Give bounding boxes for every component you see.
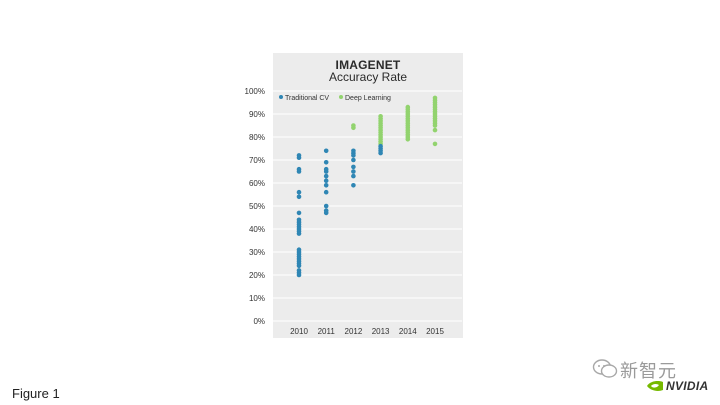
- traditional-cv-point: [323, 173, 329, 179]
- traditional-cv-point: [323, 210, 329, 216]
- deep-learning-point: [432, 127, 438, 133]
- chart-subtitle: Accuracy Rate: [328, 70, 408, 84]
- y-tick-label: 70%: [249, 156, 265, 165]
- legend-label-deep-learning: Deep Learning: [345, 95, 391, 102]
- watermark-text: 新智元: [620, 361, 677, 382]
- deep-learning-point: [432, 141, 438, 147]
- traditional-cv-point: [351, 157, 356, 163]
- legend: Traditional CV Deep Learning: [279, 95, 391, 102]
- nvidia-wordmark: NVIDIA: [666, 379, 709, 393]
- y-tick-label: 30%: [249, 248, 265, 257]
- deep-learning-point: [432, 123, 438, 128]
- y-tick-label: 50%: [249, 202, 265, 211]
- y-tick-label: 0%: [253, 317, 265, 326]
- watermark: 新智元 NVIDIA: [592, 357, 718, 401]
- traditional-cv-point: [323, 148, 329, 154]
- traditional-cv-point: [378, 150, 383, 156]
- traditional-cv-point: [323, 160, 329, 165]
- traditional-cv-point: [323, 169, 329, 174]
- deep-learning-point: [351, 125, 356, 131]
- traditional-cv-point: [323, 203, 329, 209]
- traditional-cv-point: [296, 194, 302, 200]
- x-tick-label: 2014: [399, 327, 417, 336]
- traditional-cv-point: [351, 173, 356, 179]
- x-axis-ticks: 2010 2011 2012 2013 2014 2015: [290, 327, 444, 336]
- traditional-cv-point: [351, 164, 356, 170]
- x-tick-label: 2010: [290, 327, 308, 336]
- x-tick-label: 2011: [318, 327, 336, 336]
- legend-marker-traditional-cv: [279, 95, 283, 99]
- legend-marker-deep-learning: [339, 95, 343, 99]
- traditional-cv-point: [296, 210, 302, 216]
- traditional-cv-point: [351, 169, 356, 174]
- traditional-cv-point: [296, 272, 302, 278]
- y-tick-label: 40%: [249, 225, 265, 234]
- deep-learning-point: [405, 137, 411, 142]
- traditional-cv-point: [296, 189, 302, 195]
- traditional-cv-point: [296, 169, 302, 174]
- data-points: [296, 95, 438, 278]
- chart-title: IMAGENET: [335, 58, 401, 72]
- x-tick-label: 2013: [372, 327, 390, 336]
- y-tick-label: 100%: [245, 87, 265, 96]
- traditional-cv-point: [323, 183, 329, 188]
- figure-label: Figure 1: [12, 386, 60, 401]
- traditional-cv-point: [296, 155, 302, 160]
- y-axis-ticks: 0% 10% 20% 30% 40% 50% 60% 70% 80% 90% 100%: [245, 87, 265, 326]
- nvidia-eye-logo-icon: [647, 381, 663, 391]
- chart-panel: [273, 53, 463, 338]
- y-tick-label: 10%: [249, 294, 265, 303]
- y-tick-label: 20%: [249, 271, 265, 280]
- legend-label-traditional-cv: Traditional CV: [285, 95, 329, 102]
- traditional-cv-point: [351, 153, 356, 158]
- traditional-cv-point: [296, 231, 302, 236]
- y-tick-label: 80%: [249, 133, 265, 142]
- traditional-cv-point: [323, 189, 329, 195]
- traditional-cv-point: [323, 178, 329, 183]
- traditional-cv-point: [351, 183, 356, 188]
- y-tick-label: 60%: [249, 179, 265, 188]
- traditional-cv-point: [296, 263, 302, 269]
- grid-layer: [270, 90, 462, 322]
- y-tick-label: 90%: [249, 110, 265, 119]
- x-tick-label: 2012: [345, 327, 363, 336]
- chat-bubble-icon: [592, 359, 618, 378]
- x-tick-label: 2015: [426, 327, 444, 336]
